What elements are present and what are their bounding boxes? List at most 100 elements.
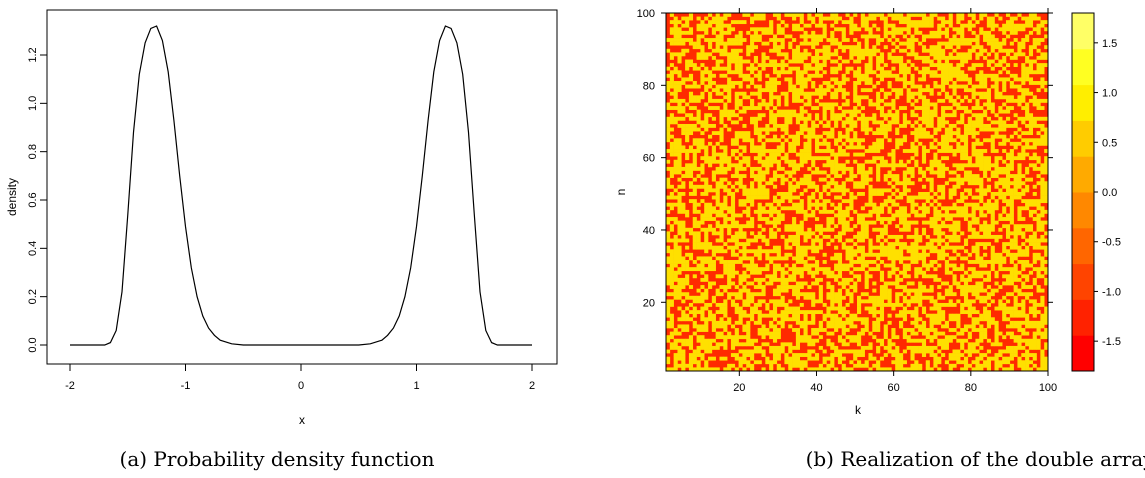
- heatmap-cell: [753, 252, 758, 257]
- heatmap-cell: [803, 23, 808, 28]
- heatmap-cell: [1002, 217, 1007, 221]
- heatmap-cell: [998, 285, 1003, 289]
- heatmap-cell: [784, 224, 789, 229]
- heatmap-cell: [723, 123, 728, 128]
- heatmap-cell: [941, 48, 946, 53]
- heatmap-cell: [803, 134, 808, 139]
- heatmap-cell: [814, 48, 820, 53]
- heatmap-cell: [1040, 81, 1045, 85]
- heatmap-cell: [853, 285, 858, 289]
- heatmap-cell: [895, 224, 900, 229]
- heatmap-cell: [723, 313, 728, 318]
- heatmap-cell: [921, 249, 927, 254]
- heatmap-cell: [799, 156, 804, 161]
- heatmap-cell: [803, 55, 808, 60]
- heatmap-cell: [914, 27, 919, 32]
- heatmap-cell: [1028, 48, 1034, 53]
- heatmap-cell: [883, 288, 888, 293]
- heatmap-cell: [677, 227, 682, 232]
- heatmap-cell: [1021, 106, 1026, 110]
- heatmap-cell: [746, 52, 751, 57]
- heatmap-cell: [757, 113, 762, 118]
- heatmap-cell: [673, 163, 678, 168]
- heatmap-cell: [1032, 145, 1037, 150]
- heatmap-cell: [864, 263, 869, 268]
- heatmap-cell: [780, 195, 785, 200]
- heatmap-cell: [666, 267, 671, 272]
- heatmap-cell: [963, 295, 969, 300]
- heatmap-cell: [1028, 20, 1034, 25]
- heatmap-cell: [879, 231, 885, 236]
- heatmap-cell: [769, 277, 774, 282]
- heatmap-cell: [788, 41, 793, 46]
- heatmap-cell: [967, 277, 972, 282]
- heatmap-cell: [830, 227, 835, 232]
- heatmap-cell: [688, 116, 694, 121]
- heatmap-cell: [883, 252, 888, 257]
- heatmap-cell: [769, 331, 774, 336]
- heatmap-cell: [799, 84, 804, 89]
- heatmap-cell: [841, 324, 846, 329]
- heatmap-cell: [853, 27, 858, 32]
- heatmap-cell: [979, 159, 984, 164]
- heatmap-cell: [937, 292, 942, 297]
- heatmap-cell: [711, 152, 716, 157]
- heatmap-cell: [1002, 102, 1007, 107]
- heatmap-cell: [677, 317, 682, 322]
- heatmap-cell: [845, 220, 850, 225]
- heatmap-cell: [906, 199, 911, 204]
- heatmap-cell: [719, 38, 724, 42]
- heatmap-cell: [860, 113, 865, 118]
- heatmap-cell: [834, 59, 839, 64]
- heatmap-cell: [750, 299, 755, 304]
- heatmap-cell: [872, 310, 877, 315]
- heatmap-cell: [902, 256, 907, 261]
- heatmap-cell: [837, 188, 843, 193]
- heatmap-cell: [1032, 59, 1037, 64]
- heatmap-cell: [780, 177, 785, 182]
- heatmap-cell: [921, 120, 927, 125]
- heatmap-cell: [704, 256, 709, 261]
- heatmap-cell: [1025, 109, 1030, 114]
- heatmap-cell: [704, 234, 709, 239]
- heatmap-cell: [906, 299, 911, 304]
- heatmap-cell: [799, 163, 804, 168]
- heatmap-cell: [692, 63, 697, 67]
- heatmap-cell: [769, 156, 774, 161]
- heatmap-cell: [795, 163, 800, 168]
- heatmap-cell: [792, 84, 797, 89]
- heatmap-cell: [734, 63, 739, 67]
- heatmap-cell: [933, 106, 938, 110]
- heatmap-cell: [746, 95, 751, 100]
- heatmap-cell: [1009, 213, 1014, 218]
- heatmap-cell: [994, 331, 999, 336]
- heatmap-cell: [983, 13, 988, 17]
- heatmap-cell: [948, 95, 953, 100]
- heatmap-cell: [738, 163, 743, 168]
- heatmap-cell: [1013, 270, 1018, 275]
- heatmap-cell: [849, 217, 854, 221]
- heatmap-cell: [1002, 313, 1007, 318]
- heatmap-cell: [1009, 313, 1014, 318]
- heatmap-cell: [983, 224, 988, 229]
- heatmap-cell: [857, 295, 862, 300]
- heatmap-cell: [925, 88, 930, 93]
- heatmap-cell: [776, 277, 781, 282]
- heatmap-cell: [895, 95, 900, 100]
- heatmap-cell: [879, 227, 885, 232]
- heatmap-cell: [685, 213, 690, 218]
- heatmap-cell: [669, 206, 674, 211]
- heatmap-cell: [1036, 138, 1041, 143]
- heatmap-cell: [704, 149, 709, 153]
- heatmap-cell: [834, 48, 839, 53]
- heatmap-cell: [967, 174, 972, 178]
- heatmap-cell: [738, 184, 743, 189]
- heatmap-cell: [1021, 231, 1026, 236]
- heatmap-cell: [971, 16, 976, 21]
- heatmap-cell: [834, 38, 839, 42]
- heatmap-cell: [734, 238, 739, 243]
- heatmap-cell: [975, 328, 980, 332]
- heatmap-cell: [837, 256, 843, 261]
- heatmap-cell: [673, 95, 678, 100]
- heatmap-cell: [677, 145, 682, 150]
